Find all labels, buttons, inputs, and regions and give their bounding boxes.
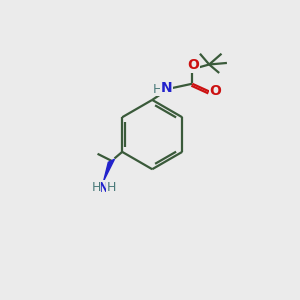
Polygon shape [104,159,115,181]
Text: O: O [187,58,199,72]
Text: N: N [161,81,173,95]
Text: N: N [98,181,109,195]
Text: O: O [209,84,221,98]
Text: H: H [153,82,162,96]
Text: H: H [107,181,116,194]
Text: H: H [91,181,101,194]
